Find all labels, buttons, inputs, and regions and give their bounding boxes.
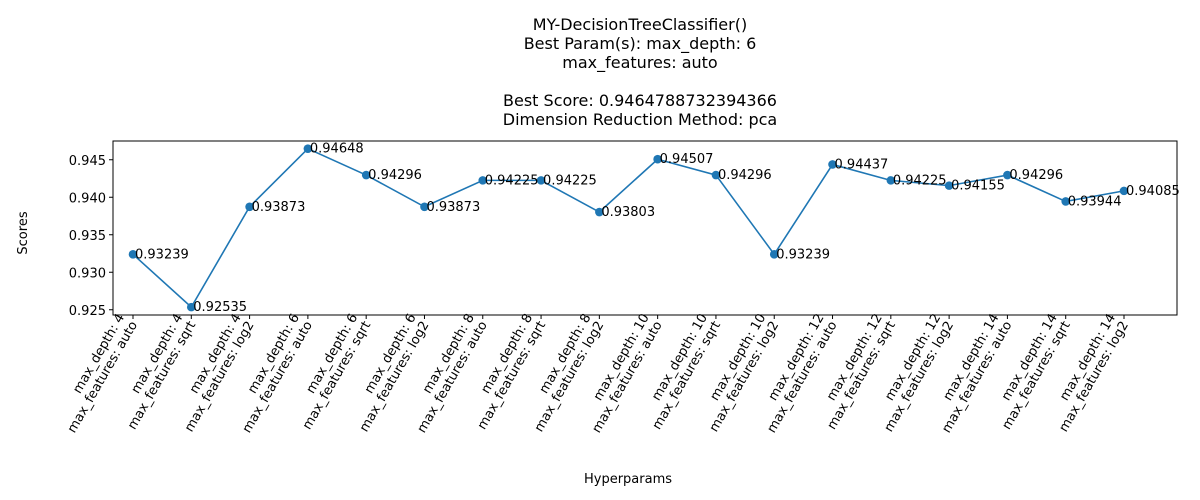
data-label: 0.94648 [310, 142, 364, 157]
data-point [245, 202, 254, 212]
data-label: 0.94296 [718, 168, 772, 183]
data-point [128, 250, 138, 259]
data-point [1119, 186, 1129, 196]
data-label: 0.93873 [252, 200, 306, 215]
data-label: 0.93803 [601, 205, 655, 220]
data-point [944, 181, 954, 190]
x-tick-label: max_depth: 4max_features: auto [52, 311, 141, 435]
data-label: 0.93239 [135, 247, 189, 262]
x-axis-label: Hyperparams [584, 472, 672, 487]
title-line: max_features: auto [562, 53, 717, 73]
data-point [1061, 197, 1071, 206]
data-point [886, 176, 896, 185]
data-point [361, 170, 371, 180]
data-labels: 0.93239 0.92535 0.93873 0.94648 0.94296 0.938… [135, 142, 1180, 315]
data-label: 0.94085 [1126, 184, 1180, 199]
title-line: Best Score: 0.9464788732394366 [503, 91, 777, 110]
data-label: 0.94507 [660, 152, 714, 167]
data-label: 0.94225 [485, 173, 539, 188]
y-tick-label: 0.925 [69, 304, 106, 319]
data-label: 0.94155 [951, 179, 1005, 194]
y-tick-label: 0.945 [69, 154, 106, 169]
series-line [132, 147, 1125, 309]
data-point [303, 144, 313, 153]
data-label: 0.93873 [426, 200, 480, 215]
data-point [828, 160, 837, 169]
data-point [536, 176, 546, 185]
data-point [653, 154, 662, 164]
data-point [1003, 170, 1012, 180]
data-point [711, 170, 721, 180]
data-point [478, 176, 488, 185]
data-label: 0.94296 [368, 168, 422, 183]
data-label: 0.94437 [835, 157, 889, 172]
data-point [186, 302, 196, 312]
data-label: 0.93239 [776, 247, 830, 262]
data-label: 0.94225 [893, 173, 947, 188]
title-line: Best Param(s): max_depth: 6 [524, 34, 757, 54]
y-axis-label: Scores [16, 211, 31, 254]
data-label: 0.94225 [543, 173, 597, 188]
data-label: 0.92535 [193, 300, 247, 315]
title-line: Dimension Reduction Method: pca [503, 110, 777, 129]
data-point [420, 202, 429, 212]
data-point [595, 207, 604, 217]
y-tick-label: 0.940 [69, 191, 106, 206]
series-score [128, 144, 1129, 312]
data-label: 0.94296 [1009, 168, 1063, 183]
chart-title: MY-DecisionTreeClassifier()Best Param(s)… [503, 15, 777, 129]
y-axis-ticks: 0.925 0.930 0.935 0.940 0.945 [69, 154, 113, 319]
y-axis-label-group: Scores [16, 211, 31, 254]
y-tick-label: 0.930 [69, 266, 106, 281]
data-label: 0.93944 [1068, 194, 1122, 209]
y-tick-label: 0.935 [69, 229, 106, 244]
x-axis-ticks: max_depth: 4max_features: automax_depth:… [52, 311, 1132, 435]
title-line: MY-DecisionTreeClassifier() [533, 15, 747, 34]
data-point [769, 250, 779, 259]
plot-area-frame [112, 140, 1178, 316]
